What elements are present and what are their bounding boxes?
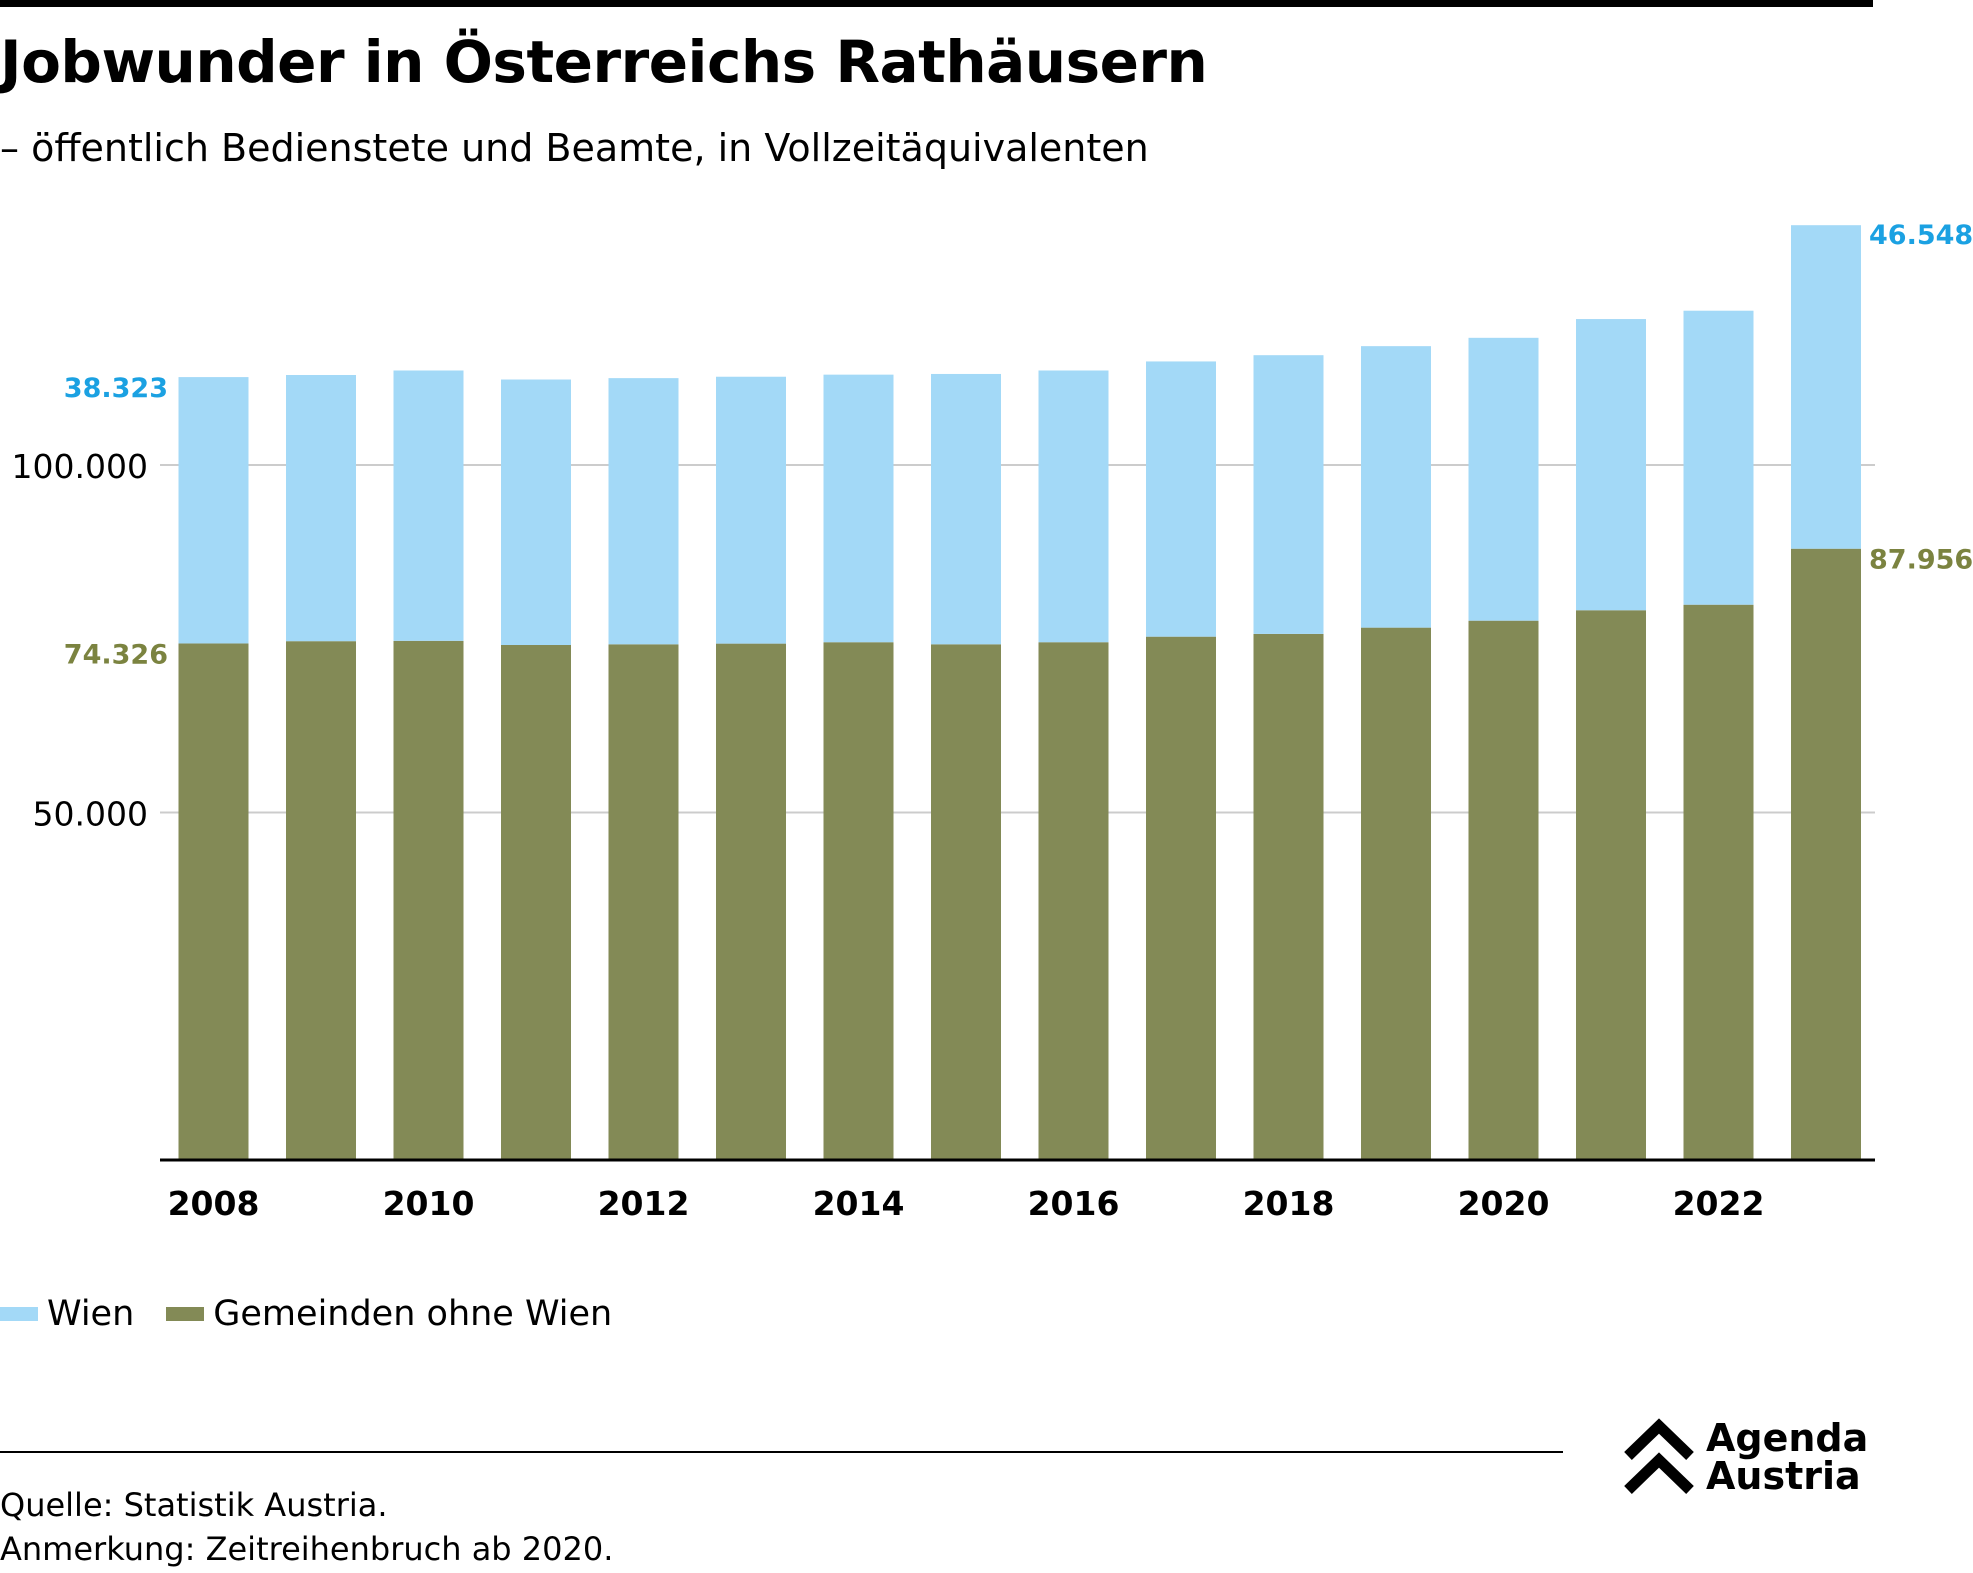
source-note: Quelle: Statistik Austria. [0, 1486, 388, 1524]
bar-wien [1576, 319, 1646, 611]
bar-gemeinden [1253, 633, 1324, 1160]
x-tick-label: 2020 [1458, 1184, 1550, 1223]
bar-wien [501, 379, 571, 646]
bar-gemeinden [1468, 620, 1539, 1160]
bar-gemeinden [1146, 636, 1216, 1160]
logo-word-2: Austria [1706, 1454, 1861, 1498]
legend: Wien Gemeinden ohne Wien [0, 1294, 644, 1334]
chart-subtitle: – öffentlich Bedienstete und Beamte, in … [0, 126, 1149, 170]
bar-gemeinden [178, 643, 249, 1160]
x-tick-label: 2008 [168, 1184, 260, 1223]
bar-wien [716, 376, 786, 644]
bar-gemeinden [501, 645, 571, 1160]
bar-wien [1468, 337, 1539, 621]
x-tick-label: 2018 [1243, 1184, 1335, 1223]
data-label-wien-last: 46.548 [1869, 220, 1973, 251]
double-chevron-icon [1624, 1418, 1694, 1494]
legend-swatch-wien [0, 1307, 38, 1321]
bar-wien [1791, 225, 1861, 549]
bar-gemeinden [1361, 627, 1431, 1160]
bar-gemeinden [393, 640, 464, 1160]
bar-wien [393, 370, 464, 641]
logo-word-1: Agenda [1706, 1416, 1869, 1460]
bar-wien [178, 377, 249, 644]
legend-label-wien: Wien [47, 1294, 135, 1334]
data-label-wien-first: 38.323 [64, 373, 168, 404]
legend-item-gemeinden: Gemeinden ohne Wien [166, 1294, 612, 1334]
bar-gemeinden [716, 643, 786, 1160]
bar-gemeinden [1038, 642, 1109, 1160]
x-tick-label: 2010 [383, 1184, 475, 1223]
bar-gemeinden [1576, 610, 1646, 1160]
legend-label-gemeinden: Gemeinden ohne Wien [213, 1294, 613, 1334]
bar-gemeinden [1683, 604, 1754, 1160]
bar-gemeinden [823, 642, 894, 1160]
data-label-gemeinden-first: 74.326 [64, 639, 168, 670]
data-label-gemeinden-last: 87.956 [1869, 545, 1973, 576]
top-rule [0, 0, 1873, 7]
bar-wien [931, 373, 1001, 645]
x-tick-label: 2012 [598, 1184, 690, 1223]
agenda-austria-logo: Agenda Austria [1624, 1418, 1868, 1496]
x-tick-label: 2016 [1028, 1184, 1120, 1223]
bar-gemeinden [286, 641, 356, 1160]
stacked-bar-chart: 50.000 100.000 2008 2010 2012 2014 2016 2018 202… [12, 220, 1973, 1223]
y-tick-label: 100.000 [12, 447, 148, 486]
bar-gemeinden [1791, 548, 1861, 1160]
x-tick-label: 2022 [1673, 1184, 1765, 1223]
x-tick-label: 2014 [813, 1184, 905, 1223]
footer-rule [0, 1451, 1563, 1453]
bar-wien [1683, 310, 1754, 605]
bar-wien [1361, 346, 1431, 628]
bar-wien [1038, 370, 1109, 643]
y-tick-label: 50.000 [33, 795, 148, 834]
legend-item-wien: Wien [0, 1294, 134, 1334]
bar-wien [823, 374, 894, 643]
bar-wien [1146, 361, 1216, 637]
remark-note: Anmerkung: Zeitreihenbruch ab 2020. [0, 1530, 614, 1568]
bar-gemeinden [931, 644, 1001, 1160]
bar-wien [286, 374, 356, 642]
bar-wien [608, 378, 679, 645]
chart-title: Jobwunder in Österreichs Rathäusern [0, 28, 1208, 96]
legend-swatch-gemeinden [166, 1307, 205, 1321]
bar-wien [1253, 355, 1324, 634]
bar-gemeinden [608, 644, 679, 1160]
